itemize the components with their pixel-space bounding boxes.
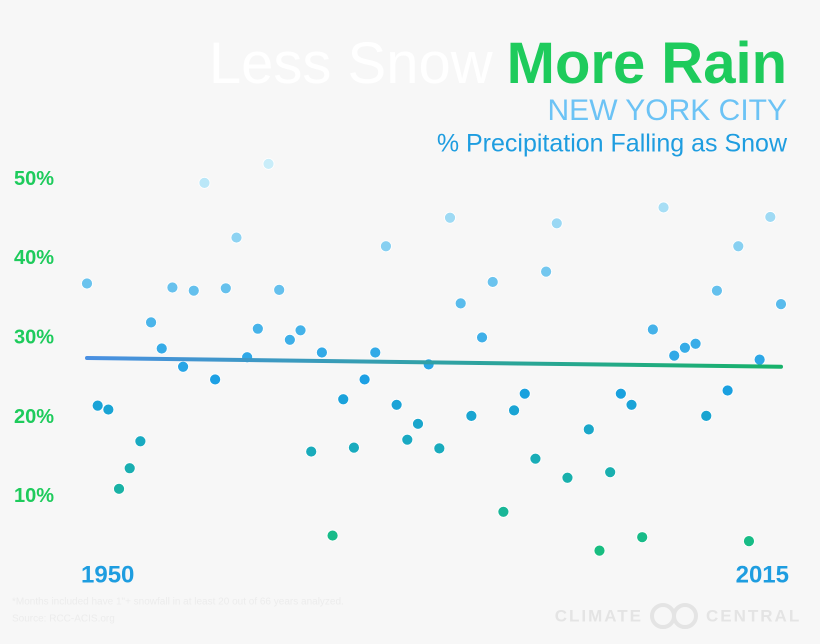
data-point (732, 240, 745, 253)
data-point (689, 337, 702, 350)
data-point (636, 531, 649, 544)
data-point (721, 384, 734, 397)
data-point (251, 322, 264, 335)
data-point (508, 404, 520, 417)
data-point (91, 399, 104, 412)
data-point (294, 324, 307, 337)
logo-text: CLIMATE (555, 606, 643, 625)
data-point (380, 240, 392, 253)
data-point (230, 231, 243, 244)
data-point (273, 283, 286, 296)
data-point (348, 441, 360, 454)
data-point (679, 341, 691, 354)
data-point (582, 423, 595, 436)
data-point (561, 471, 574, 484)
data-point (540, 265, 553, 278)
data-point (305, 445, 318, 458)
data-point (326, 529, 339, 542)
data-point (81, 277, 93, 290)
data-point (486, 276, 499, 288)
source: Source: RCC-ACIS.org (12, 614, 115, 625)
data-point (711, 284, 723, 297)
logo-ring (672, 603, 698, 629)
data-point (529, 452, 542, 465)
data-point (113, 482, 125, 495)
x-tick-label: 1950 (81, 561, 134, 588)
data-point (700, 409, 713, 422)
x-tick-label: 2015 (736, 561, 789, 588)
data-point (262, 157, 275, 170)
data-point (657, 201, 670, 214)
title-emphasis: More Rain (507, 31, 787, 96)
data-point (444, 211, 456, 224)
trend-line (85, 356, 783, 369)
data-point (187, 284, 200, 297)
data-point (134, 435, 147, 448)
data-point (401, 433, 414, 446)
data-point (358, 373, 371, 386)
data-point (454, 297, 467, 310)
data-point (775, 298, 787, 311)
data-point (198, 176, 211, 189)
data-point (209, 373, 222, 386)
data-point (593, 544, 606, 557)
data-point (465, 409, 478, 422)
data-point (764, 211, 777, 223)
data-point (433, 442, 446, 455)
logo-text: CENTRAL (706, 606, 801, 625)
data-point (315, 346, 328, 359)
data-point (743, 535, 755, 548)
data-point (177, 360, 189, 373)
data-point (753, 353, 766, 366)
data-point (604, 466, 617, 479)
y-tick-label: 50% (14, 168, 54, 190)
data-point (369, 346, 382, 359)
data-point (123, 462, 136, 475)
data-point (219, 282, 232, 295)
y-tick-label: 10% (14, 485, 54, 507)
data-point (518, 387, 531, 400)
data-point (337, 393, 350, 406)
y-tick-label: 20% (14, 406, 54, 428)
data-point (155, 342, 168, 355)
y-axis-label: % Precipitation Falling as Snow (437, 130, 788, 158)
data-point (145, 316, 157, 329)
data-point (412, 417, 424, 430)
data-point (390, 398, 403, 411)
data-point (497, 505, 510, 518)
y-tick-label: 30% (14, 327, 54, 349)
subtitle: NEW YORK CITY (548, 94, 787, 127)
data-point (102, 403, 115, 416)
data-point (646, 323, 659, 336)
data-point (283, 333, 296, 346)
chart-title: Less Snow More Rain (209, 31, 787, 96)
data-point (668, 349, 681, 362)
footnote: *Months included have 1"+ snowfall in at… (12, 597, 344, 608)
data-point (476, 331, 488, 344)
logo-ring (650, 603, 676, 629)
data-point (166, 281, 179, 294)
y-tick-label: 40% (14, 247, 54, 269)
data-point (550, 217, 563, 230)
title-light: Less Snow (209, 31, 494, 96)
data-point (625, 398, 638, 411)
data-point (614, 387, 627, 400)
